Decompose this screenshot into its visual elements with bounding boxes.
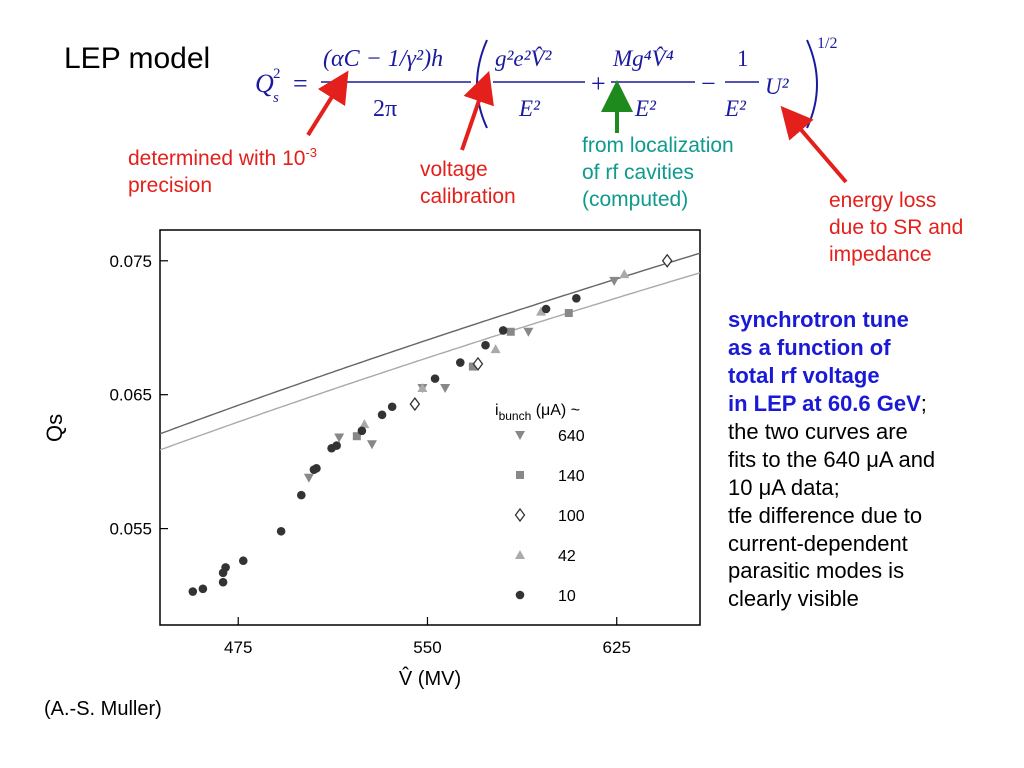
- y-tick-label: 0.075: [109, 252, 152, 271]
- legend-label: 10: [558, 588, 576, 605]
- data-point-10: [498, 326, 508, 335]
- legend-marker-42: [515, 550, 525, 559]
- formula-exponent: 1/2: [817, 35, 837, 52]
- annotation-alpha-c: determined with 10-3 precision: [128, 145, 317, 197]
- slide-title: LEP model: [64, 42, 211, 75]
- formula-left-paren: [476, 39, 488, 129]
- x-tick-label: 550: [413, 638, 441, 657]
- data-point-42: [359, 419, 370, 429]
- data-point-10: [218, 577, 228, 587]
- legend-marker-140: [516, 471, 524, 479]
- data-point-10: [238, 556, 248, 566]
- formula-prefactor-denominator: 2π: [373, 96, 397, 122]
- synchrotron-tune-chart: 475 550 625 0.075 0.065 0.055 ibunch (μA) ~ 64…: [42, 229, 701, 690]
- data-point-640: [303, 473, 314, 483]
- legend-marker-640: [515, 431, 525, 440]
- formula-term2-numerator: Mg⁴V̂⁴: [612, 45, 674, 71]
- data-point-140: [468, 362, 477, 371]
- data-point-10: [455, 358, 465, 367]
- data-point-10: [430, 374, 440, 383]
- data-point-10: [297, 490, 306, 500]
- x-tick-label: 625: [603, 638, 631, 657]
- legend-title: ibunch (μA) ~: [495, 402, 580, 423]
- data-point-10: [188, 587, 198, 596]
- annotation-energy-loss: energy loss due to SR and impedance: [829, 189, 964, 266]
- formula-term2-denominator: E²: [634, 96, 657, 121]
- formula-right-paren: [806, 39, 818, 129]
- data-point-140: [352, 432, 361, 441]
- formula-plus: +: [591, 69, 606, 98]
- data-point-640: [334, 433, 345, 443]
- synchrotron-tune-formula: Q s 2 = (αC − 1/γ²)h 2π g²e²V̂² E² + Mg⁴…: [255, 30, 845, 130]
- fit-curve: [159, 272, 701, 451]
- data-point-640: [440, 384, 451, 393]
- data-point-42: [417, 383, 428, 392]
- formula-lhs: Q: [255, 69, 274, 98]
- data-point-100: [409, 396, 421, 412]
- y-tick-label: 0.065: [109, 386, 152, 405]
- data-point-10: [198, 584, 208, 594]
- data-point-140: [506, 327, 515, 336]
- formula-equals: =: [293, 69, 308, 98]
- description-text: synchrotron tune as a function of total …: [728, 307, 936, 612]
- data-point-10: [377, 410, 387, 420]
- formula-term1-denominator: E²: [518, 96, 541, 121]
- formula-prefactor-numerator: (αC − 1/γ²)h: [323, 46, 443, 72]
- formula-minus: −: [701, 69, 716, 98]
- legend-marker-100: [514, 507, 526, 523]
- plot-frame: [159, 229, 701, 626]
- y-axis-label: Qs: [42, 414, 67, 442]
- formula-term1-numerator: g²e²V̂²: [495, 45, 553, 71]
- data-point-42: [490, 344, 501, 354]
- legend-label: 100: [558, 508, 585, 525]
- data-point-42: [619, 269, 630, 279]
- data-point-140: [564, 309, 573, 318]
- formula-term3-denominator: E²: [724, 96, 747, 121]
- formula-term3-numerator: 1: [737, 46, 749, 71]
- data-point-10: [387, 402, 397, 412]
- legend-label: 640: [558, 428, 585, 445]
- y-tick-label: 0.055: [109, 520, 152, 539]
- data-point-100: [661, 253, 673, 268]
- data-point-10: [572, 293, 581, 303]
- formula-lhs-sub: s: [273, 90, 279, 106]
- data-point-10: [309, 465, 319, 474]
- formula-term3-factor: U²: [765, 74, 790, 99]
- data-point-10: [357, 426, 367, 436]
- x-tick-label: 475: [224, 638, 252, 657]
- x-axis-label: V̂ (MV): [399, 667, 461, 690]
- data-point-640: [366, 440, 377, 450]
- data-point-42: [536, 306, 547, 316]
- fit-curve: [159, 252, 701, 435]
- annotation-voltage-calibration: voltage calibration: [420, 158, 516, 208]
- data-point-10: [481, 340, 490, 350]
- legend-label: 42: [558, 548, 576, 565]
- data-point-10: [541, 304, 551, 314]
- legend-marker-10: [515, 590, 525, 600]
- data-point-100: [472, 356, 484, 371]
- credit: (A.-S. Muller): [44, 698, 162, 720]
- data-point-640: [609, 276, 620, 286]
- data-point-10: [221, 563, 230, 572]
- data-point-10: [332, 441, 341, 450]
- legend-label: 140: [558, 468, 585, 485]
- annotation-localization: from localization of rf cavities (comput…: [582, 134, 734, 211]
- data-point-10: [276, 526, 286, 536]
- data-point-640: [523, 327, 534, 337]
- formula-lhs-sup: 2: [273, 66, 281, 82]
